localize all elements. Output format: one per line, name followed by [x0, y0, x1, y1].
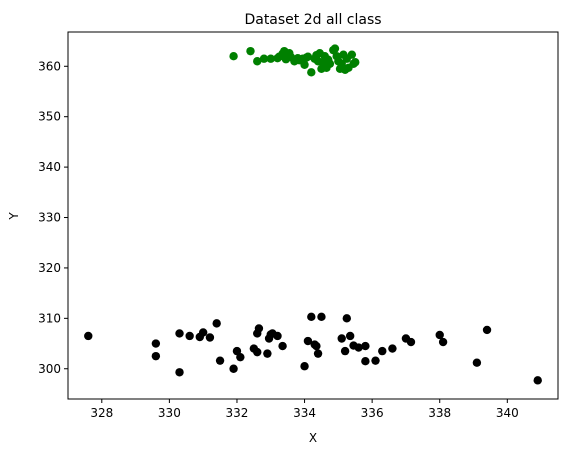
- data-point-series-2: [361, 356, 370, 366]
- axis-ticks: 328 330 332 334 336 338 340 300 310 320 330 340 350 3…: [38, 59, 519, 420]
- data-point-series-2: [215, 356, 225, 365]
- data-point-series-2: [345, 331, 355, 341]
- data-point-series-1: [351, 58, 360, 67]
- data-point-series-2: [198, 328, 208, 337]
- x-tick-label: 332: [226, 406, 249, 420]
- data-point-series-1: [259, 54, 269, 63]
- data-point-series-2: [229, 364, 238, 373]
- x-axis-label: X: [309, 431, 317, 445]
- plot-frame: [67, 31, 559, 400]
- y-tick-label: 300: [38, 362, 61, 376]
- data-point-series-2: [151, 339, 161, 348]
- y-tick-label: 340: [38, 160, 61, 174]
- data-point-series-2: [273, 331, 282, 341]
- data-point-series-2: [254, 324, 264, 333]
- data-point-series-2: [151, 351, 161, 361]
- y-tick-label: 310: [38, 311, 61, 325]
- data-point-series-1: [303, 52, 313, 61]
- data-point-series-2: [472, 358, 482, 367]
- data-point-series-2: [313, 349, 323, 358]
- y-tick-label: 320: [38, 261, 61, 275]
- x-tick-label: 328: [90, 406, 113, 420]
- data-point-series-2: [482, 325, 492, 335]
- data-point-series-2: [175, 368, 184, 377]
- data-point-series-2: [435, 330, 444, 340]
- data-point-series-1: [307, 68, 316, 77]
- y-tick-label: 360: [38, 59, 61, 73]
- data-point-series-2: [340, 346, 350, 356]
- data-point-series-2: [278, 341, 287, 351]
- data-point-series-2: [533, 376, 542, 385]
- data-point-series-2: [185, 331, 194, 341]
- data-point-series-2: [342, 314, 351, 323]
- data-point-series-2: [438, 337, 448, 347]
- data-point-series-2: [307, 312, 316, 322]
- data-point-series-2: [84, 331, 93, 341]
- data-point-series-1: [300, 60, 309, 69]
- chart-title: Dataset 2d all class: [244, 12, 381, 28]
- data-point-series-1: [325, 59, 335, 68]
- data-point-series-1: [253, 57, 262, 66]
- data-point-series-2: [388, 344, 397, 353]
- x-tick-label: 340: [496, 406, 519, 420]
- data-point-series-2: [378, 346, 387, 356]
- x-tick-label: 330: [158, 406, 181, 420]
- x-tick-label: 338: [428, 406, 451, 420]
- data-point-series-2: [371, 356, 380, 365]
- data-point-series-2: [236, 352, 245, 362]
- data-point-series-1: [229, 51, 238, 61]
- data-point-series-2: [205, 333, 215, 342]
- y-axis-label: Y: [7, 212, 21, 221]
- data-point-series-1: [266, 54, 275, 63]
- y-tick-label: 330: [38, 211, 61, 225]
- data-point-series-1: [347, 50, 357, 59]
- y-tick-label: 350: [38, 110, 61, 124]
- data-point-series-2: [361, 341, 370, 351]
- x-tick-label: 336: [361, 406, 384, 420]
- data-point-series-2: [312, 341, 321, 351]
- data-point-series-1: [246, 46, 255, 56]
- x-tick-label: 334: [293, 406, 316, 420]
- data-points: [84, 44, 542, 385]
- data-point-series-2: [263, 349, 272, 358]
- data-point-series-2: [354, 343, 363, 352]
- data-point-series-2: [406, 337, 416, 347]
- data-point-series-1: [330, 44, 340, 53]
- data-point-series-2: [253, 347, 262, 357]
- data-point-series-2: [337, 334, 346, 343]
- data-point-series-2: [212, 319, 221, 328]
- data-point-series-2: [175, 329, 184, 338]
- data-point-series-2: [300, 362, 309, 371]
- data-point-series-2: [317, 312, 326, 322]
- data-point-series-2: [303, 336, 313, 346]
